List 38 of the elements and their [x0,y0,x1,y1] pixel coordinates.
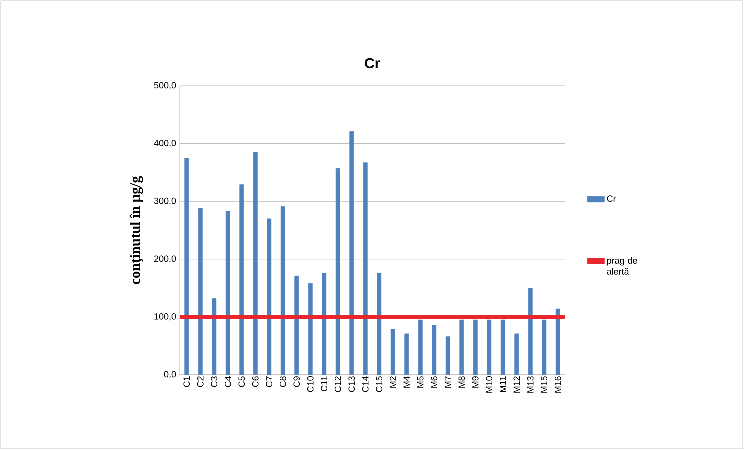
y-tick-label: 200,0 [154,256,176,264]
x-tick-label: M15 [541,376,548,393]
x-tick-label: C10 [307,376,314,392]
x-tick-label: M12 [514,376,520,393]
x-tick-label: M16 [554,376,562,393]
x-tick-label: C5 [238,376,246,388]
legend-label: Cr [607,196,616,202]
x-tick-label: C12 [334,376,342,392]
x-tick-label: M13 [527,376,534,393]
y-axis-title: conţinutul în µg/g [130,176,144,284]
y-tick-label: 500,0 [154,82,176,90]
x-tick-label: M7 [445,376,452,388]
x-tick-label: C14 [362,376,369,392]
x-tick-label: C1 [184,376,190,388]
x-tick-label: C9 [294,376,300,388]
x-tick-label: M5 [417,376,424,388]
x-tick-label: M9 [472,376,479,388]
x-tick-label: C6 [252,376,259,388]
x-tick-label: C13 [348,376,356,392]
x-tick-label: C2 [197,376,204,388]
y-tick-label: 100,0 [154,313,176,321]
x-tick-label: M6 [431,376,438,388]
x-tick-label: M8 [458,376,466,388]
x-tick-label: C7 [266,376,273,388]
x-tick-label: M2 [390,376,396,388]
y-tick-label: 400,0 [154,140,176,148]
x-tick-label: M11 [500,376,506,392]
x-tick-label: C11 [321,376,328,392]
chart-title: Cr [365,58,380,69]
y-tick-label: 0,0 [164,371,176,379]
x-tick-label: C8 [280,376,286,388]
legend-label: prag de alertă [607,257,638,275]
x-tick-label: M10 [486,376,493,393]
y-tick-label: 300,0 [154,198,176,206]
x-tick-label: C4 [224,376,232,388]
x-tick-label: C3 [211,376,218,388]
x-tick-label: C15 [376,376,383,392]
x-tick-label: M4 [404,376,410,388]
